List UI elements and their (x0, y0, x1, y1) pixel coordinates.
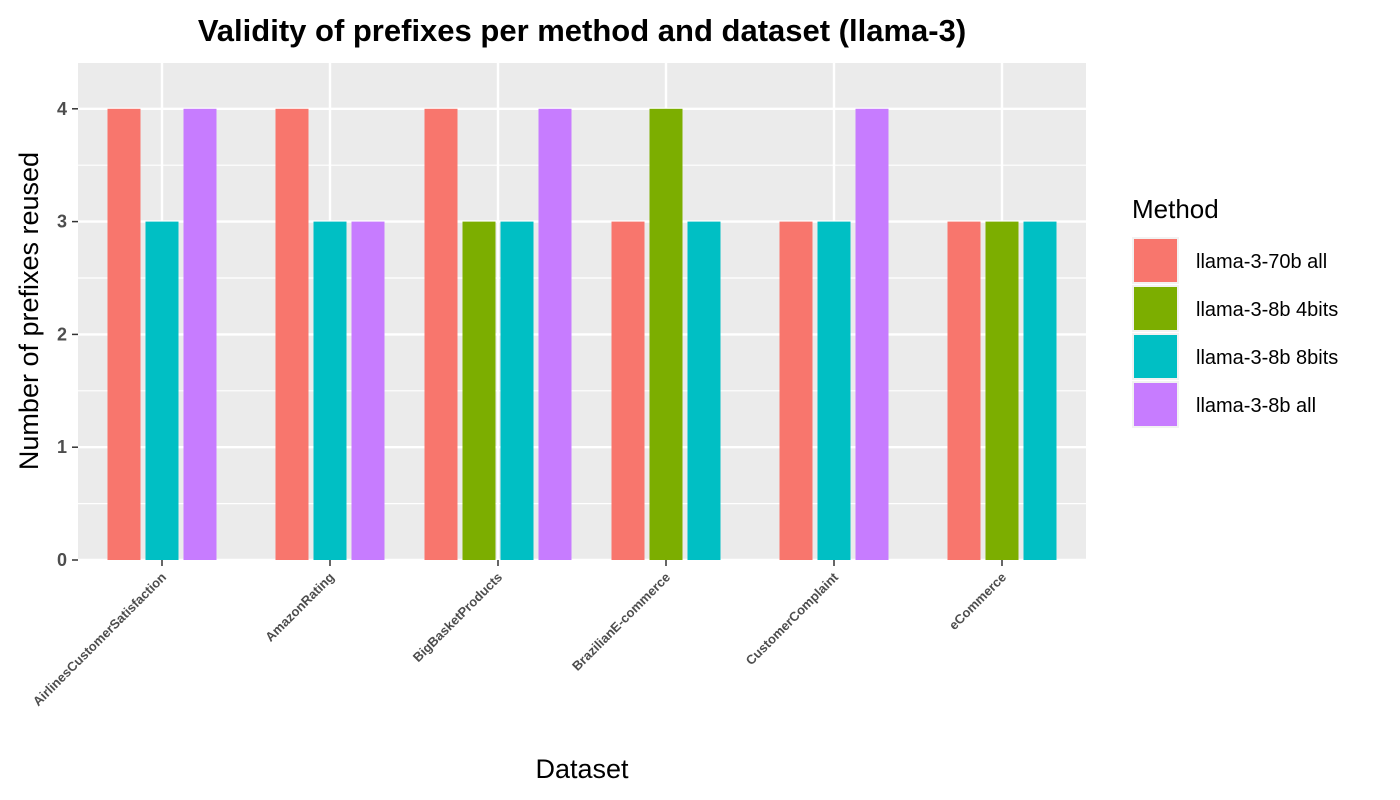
legend-label: llama-3-8b all (1196, 395, 1316, 417)
bar (183, 108, 217, 561)
x-tick-label: AmazonRating (262, 569, 337, 644)
bar (313, 221, 347, 560)
y-tick-label: 4 (57, 99, 67, 119)
chart-title: Validity of prefixes per method and data… (198, 13, 966, 48)
x-tick-label: CustomerComplaint (743, 569, 842, 668)
bar (145, 221, 179, 560)
bar (611, 221, 645, 560)
x-tick-label: BigBasketProducts (410, 570, 505, 665)
bar (424, 108, 458, 561)
plot-panel (78, 63, 1086, 560)
y-tick-label: 1 (57, 437, 67, 457)
bar (275, 108, 309, 561)
bar (107, 108, 141, 561)
legend-swatch (1134, 335, 1177, 378)
x-axis-title: Dataset (535, 754, 629, 784)
legend-swatch (1134, 383, 1177, 426)
bar (351, 221, 385, 560)
bar (649, 108, 683, 561)
bars (107, 108, 1057, 561)
y-axis-title: Number of prefixes reused (14, 152, 44, 470)
x-axis: AirlinesCustomerSatisfaction AmazonRating… (30, 560, 1009, 709)
y-tick-label: 2 (57, 324, 67, 344)
bar (1023, 221, 1057, 560)
x-tick-label: AirlinesCustomerSatisfaction (30, 569, 169, 708)
bar (500, 221, 534, 560)
y-tick-label: 3 (57, 212, 67, 232)
bar (687, 221, 721, 560)
bar (779, 221, 813, 560)
bar (947, 221, 981, 560)
x-tick-label: eCommerce (946, 570, 1009, 633)
bar (538, 108, 572, 561)
bar (985, 221, 1019, 560)
bar (462, 221, 496, 560)
legend-label: llama-3-8b 4bits (1196, 299, 1338, 321)
bar (817, 221, 851, 560)
legend-label: llama-3-70b all (1196, 251, 1327, 273)
y-tick-label: 0 (57, 550, 67, 570)
legend-title: Method (1132, 194, 1219, 224)
legend-swatch (1134, 287, 1177, 330)
legend: Method llama-3-70b all llama-3-8b 4bits ll… (1132, 194, 1338, 428)
legend-label: llama-3-8b 8bits (1196, 347, 1338, 369)
x-tick-label: BrazilianE-commerce (569, 570, 673, 674)
legend-swatch (1134, 239, 1177, 282)
bar (855, 108, 889, 561)
y-axis: 0 1 2 3 4 (57, 99, 78, 570)
